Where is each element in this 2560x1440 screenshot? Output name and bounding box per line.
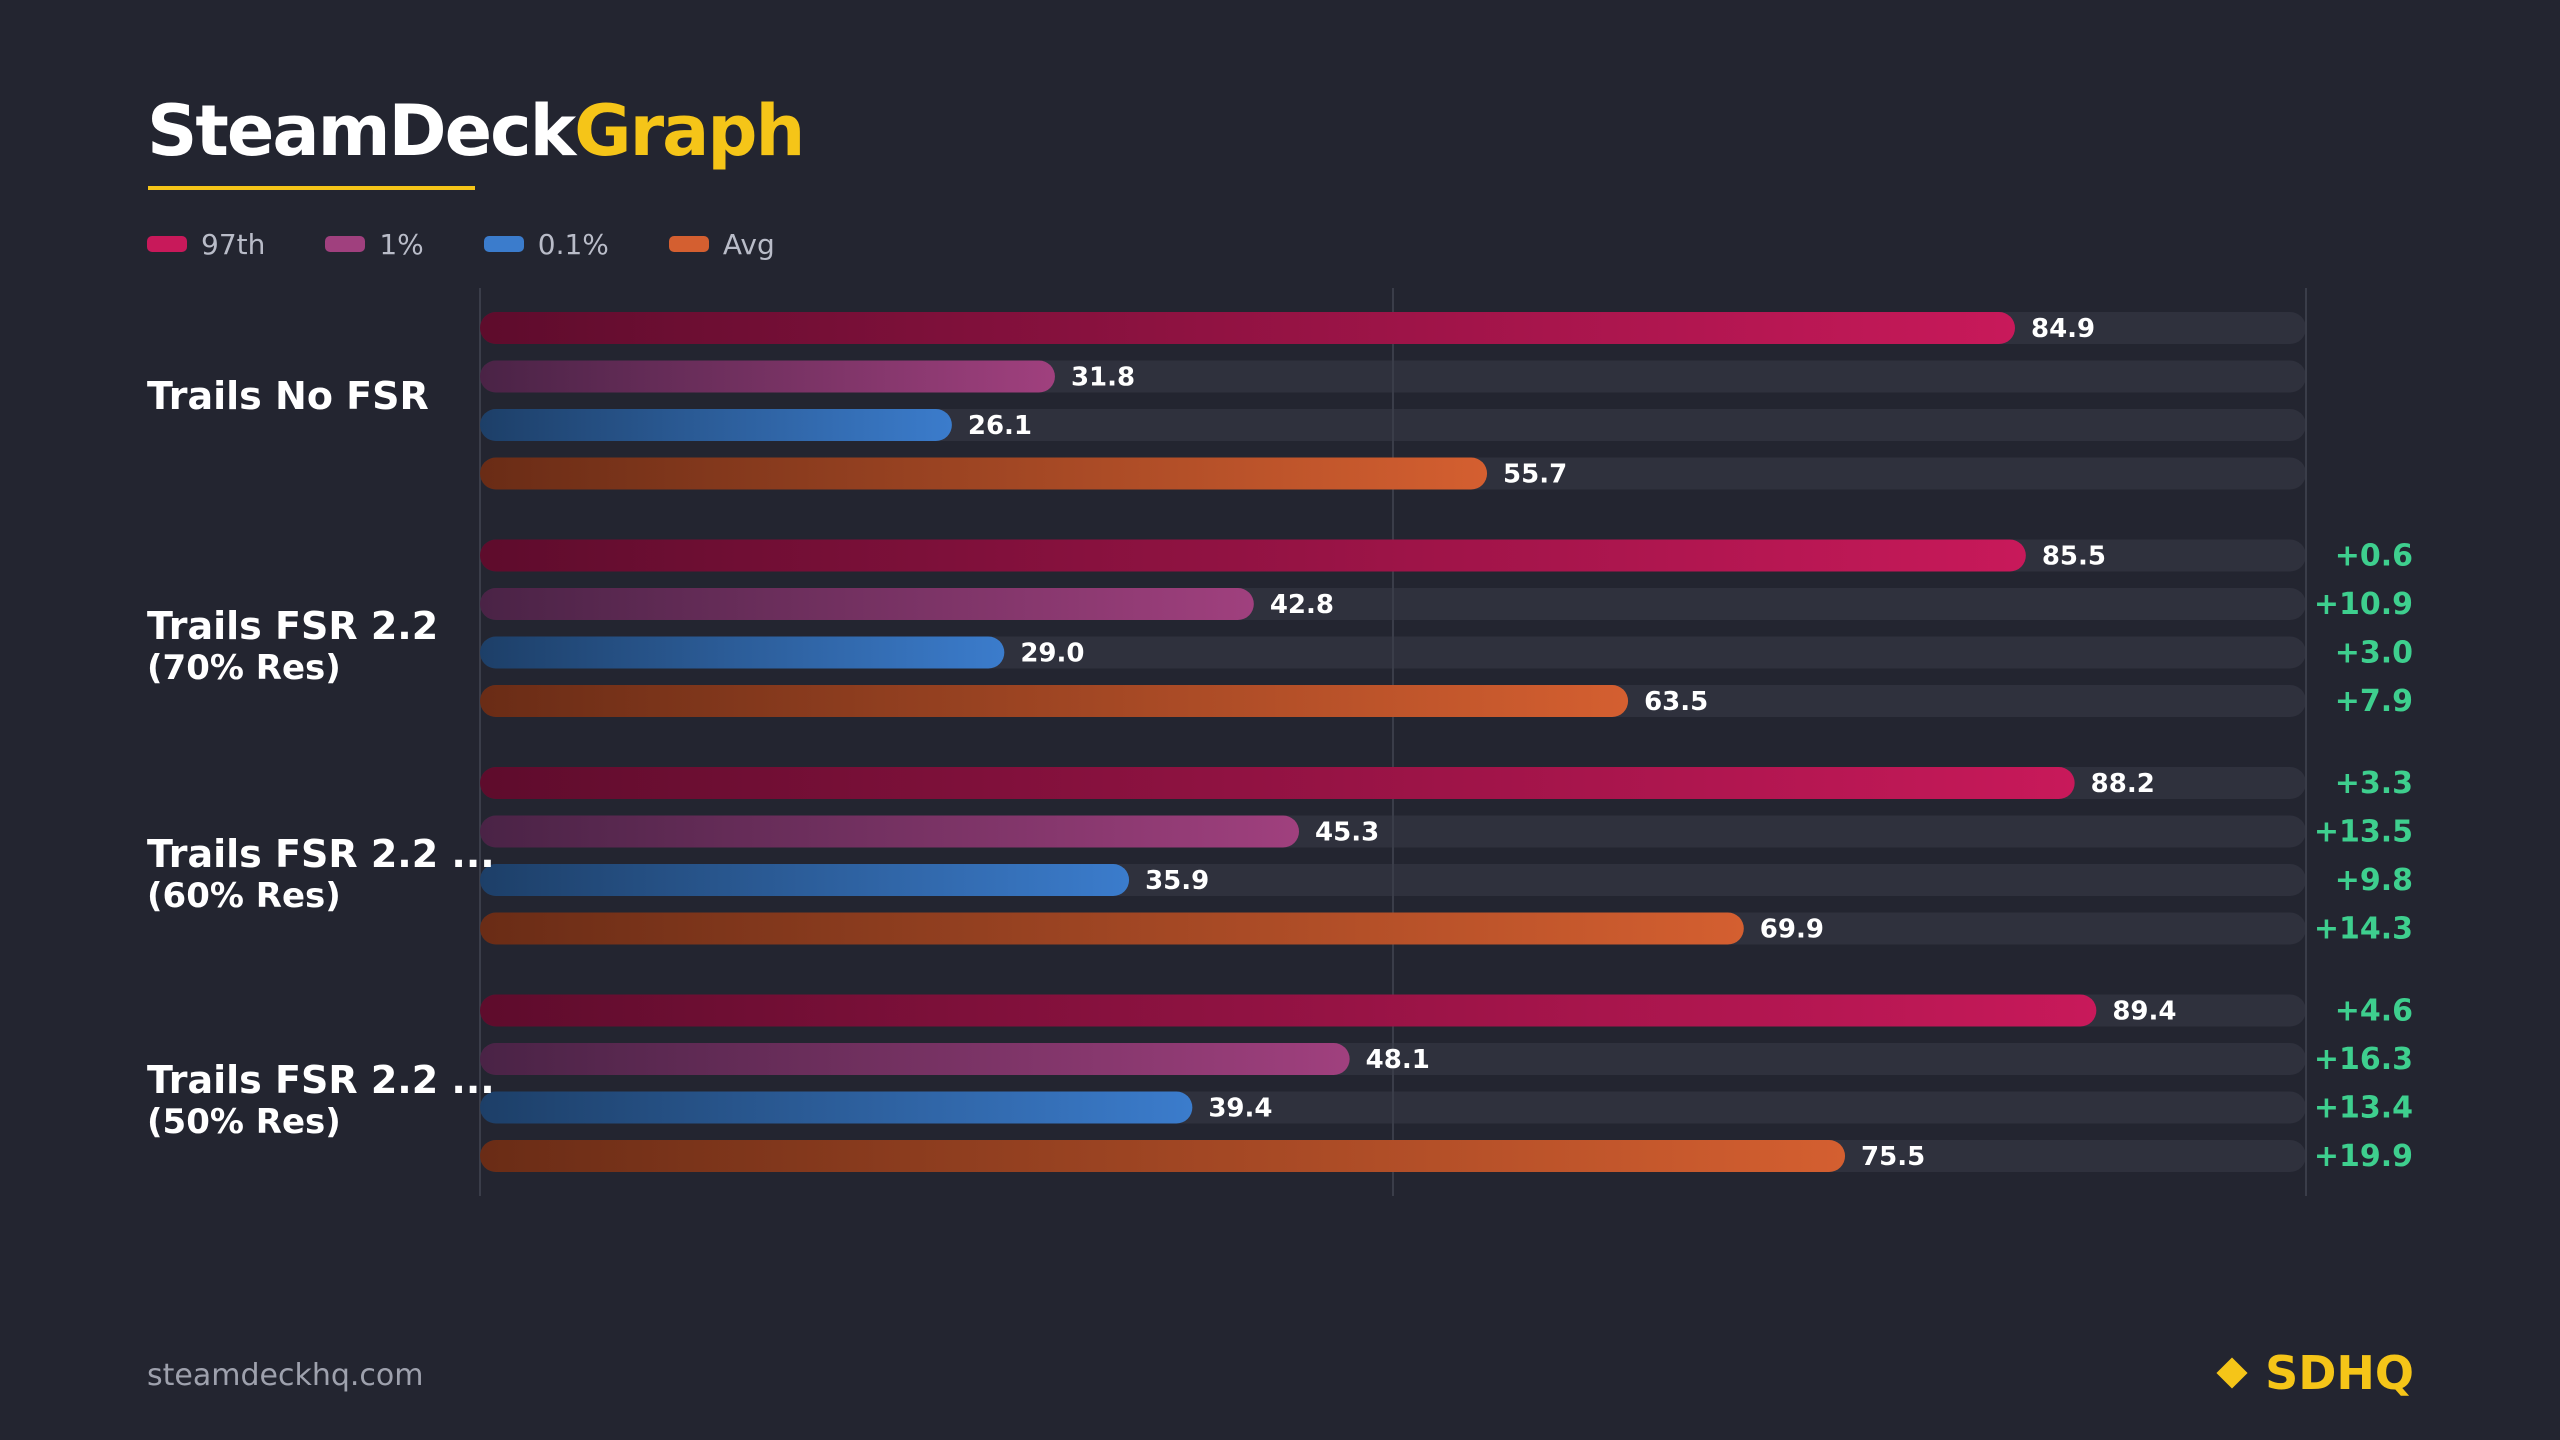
legend-item-1pct: 1% xyxy=(325,227,424,261)
bar-0.1% xyxy=(480,409,952,441)
bar-97th xyxy=(480,994,2097,1027)
bar-value-label: 84.9 xyxy=(2031,314,2095,344)
legend-label-avg: Avg xyxy=(722,227,775,261)
legend-swatch-97th xyxy=(147,236,187,252)
group-label-line2: (50% Res) xyxy=(147,1102,341,1142)
bar-0.1% xyxy=(480,636,1005,669)
delta-label: +19.9 xyxy=(2314,1139,2413,1174)
delta-label: +9.8 xyxy=(2335,863,2413,898)
delta-label: +16.3 xyxy=(2314,1042,2413,1077)
bar-value-label: 39.4 xyxy=(1208,1094,1272,1124)
title-underline xyxy=(148,186,475,190)
page-title: SteamDeckGraph xyxy=(147,88,805,174)
legend-label-1pct: 1% xyxy=(379,227,424,261)
legend-label-01pct: 0.1% xyxy=(537,227,609,261)
brand-label: SDHQ xyxy=(2265,1346,2414,1400)
group-label-line2: (60% Res) xyxy=(147,876,341,916)
group-label-line2: (70% Res) xyxy=(147,648,341,688)
bar-value-label: 88.2 xyxy=(2091,769,2155,799)
group-label-line1: Trails FSR 2.2 xyxy=(147,604,439,648)
group-label-line1: Trails No FSR xyxy=(147,374,429,418)
delta-label: +10.9 xyxy=(2314,587,2413,622)
bar-97th xyxy=(480,539,2026,572)
legend-swatch-01pct xyxy=(483,236,524,252)
group-label-fsr-50: Trails FSR 2.2 ... (50% Res) xyxy=(147,1058,495,1142)
bar-1% xyxy=(480,1043,1350,1075)
chart-legend: 97th 1% 0.1% Avg xyxy=(147,226,835,262)
bar-value-label: 45.3 xyxy=(1315,818,1379,848)
group-label-fsr-60: Trails FSR 2.2 ... (60% Res) xyxy=(147,832,495,916)
delta-label: +13.4 xyxy=(2314,1091,2413,1126)
bar-value-label: 63.5 xyxy=(1644,687,1708,717)
bar-Avg xyxy=(480,912,1744,945)
title-main: SteamDeck xyxy=(147,90,576,172)
group-label-fsr-70: Trails FSR 2.2 (70% Res) xyxy=(147,604,467,688)
bar-value-label: 29.0 xyxy=(1020,639,1084,669)
bar-value-label: 42.8 xyxy=(1270,590,1334,620)
legend-item-97th: 97th xyxy=(147,228,265,261)
legend-swatch-avg xyxy=(668,236,709,252)
legend-swatch-1pct xyxy=(325,236,366,252)
delta-label: +7.9 xyxy=(2335,684,2413,719)
bar-Avg xyxy=(480,1140,1846,1172)
title-accent: Graph xyxy=(574,90,805,172)
group-label-line1: Trails FSR 2.2 ... xyxy=(147,832,495,876)
delta-label: +0.6 xyxy=(2335,539,2413,574)
group-label-line1: Trails FSR 2.2 ... xyxy=(147,1058,495,1102)
bar-Avg xyxy=(480,685,1629,717)
bar-value-label: 35.9 xyxy=(1145,866,1209,896)
bar-0.1% xyxy=(480,864,1130,896)
bar-value-label: 89.4 xyxy=(2112,997,2176,1027)
bar-value-label: 48.1 xyxy=(1366,1045,1430,1075)
bar-0.1% xyxy=(480,1091,1193,1124)
bar-value-label: 75.5 xyxy=(1861,1142,1925,1172)
delta-label: +14.3 xyxy=(2314,912,2413,947)
bar-Avg xyxy=(480,457,1488,490)
delta-label: +3.3 xyxy=(2335,766,2413,801)
delta-label: +4.6 xyxy=(2335,994,2413,1029)
footer-url: steamdeckhq.com xyxy=(147,1358,424,1393)
delta-label: +3.0 xyxy=(2335,636,2413,671)
bar-value-label: 55.7 xyxy=(1503,460,1567,490)
delta-label: +13.5 xyxy=(2314,815,2413,850)
bar-value-label: 26.1 xyxy=(968,411,1032,441)
bar-value-label: 31.8 xyxy=(1071,363,1135,393)
legend-item-avg: Avg xyxy=(668,227,775,261)
footer-brand: SDHQ xyxy=(2216,1346,2414,1400)
bar-value-label: 85.5 xyxy=(2042,542,2106,572)
bar-97th xyxy=(480,312,2015,344)
bar-1% xyxy=(480,360,1055,393)
bar-1% xyxy=(480,588,1254,620)
legend-item-01pct: 0.1% xyxy=(483,227,609,261)
bar-value-label: 69.9 xyxy=(1760,915,1824,945)
legend-label-97th: 97th xyxy=(201,227,266,261)
group-label-no-fsr: Trails No FSR xyxy=(147,374,467,418)
bar-1% xyxy=(480,815,1300,848)
diamond-icon xyxy=(2216,1357,2248,1389)
bar-97th xyxy=(480,767,2075,799)
